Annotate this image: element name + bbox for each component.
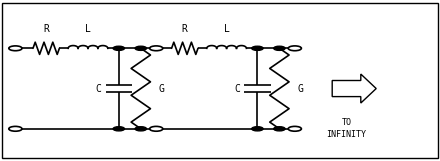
- Circle shape: [135, 127, 147, 131]
- Text: C: C: [95, 84, 101, 94]
- Circle shape: [150, 46, 163, 51]
- Polygon shape: [332, 74, 376, 103]
- Circle shape: [288, 126, 301, 131]
- Circle shape: [274, 127, 285, 131]
- Circle shape: [9, 126, 22, 131]
- Text: L: L: [224, 24, 230, 34]
- Text: TO: TO: [341, 118, 352, 127]
- Circle shape: [135, 46, 147, 50]
- Text: C: C: [234, 84, 240, 94]
- Text: G: G: [297, 84, 303, 94]
- Text: INFINITY: INFINITY: [326, 130, 367, 139]
- Text: R: R: [43, 24, 49, 34]
- Circle shape: [288, 46, 301, 51]
- Circle shape: [9, 46, 22, 51]
- Circle shape: [252, 46, 263, 50]
- Text: L: L: [85, 24, 91, 34]
- Text: G: G: [158, 84, 164, 94]
- Circle shape: [150, 126, 163, 131]
- Circle shape: [252, 127, 263, 131]
- Circle shape: [113, 127, 125, 131]
- Circle shape: [274, 46, 285, 50]
- Text: R: R: [182, 24, 188, 34]
- Circle shape: [113, 46, 125, 50]
